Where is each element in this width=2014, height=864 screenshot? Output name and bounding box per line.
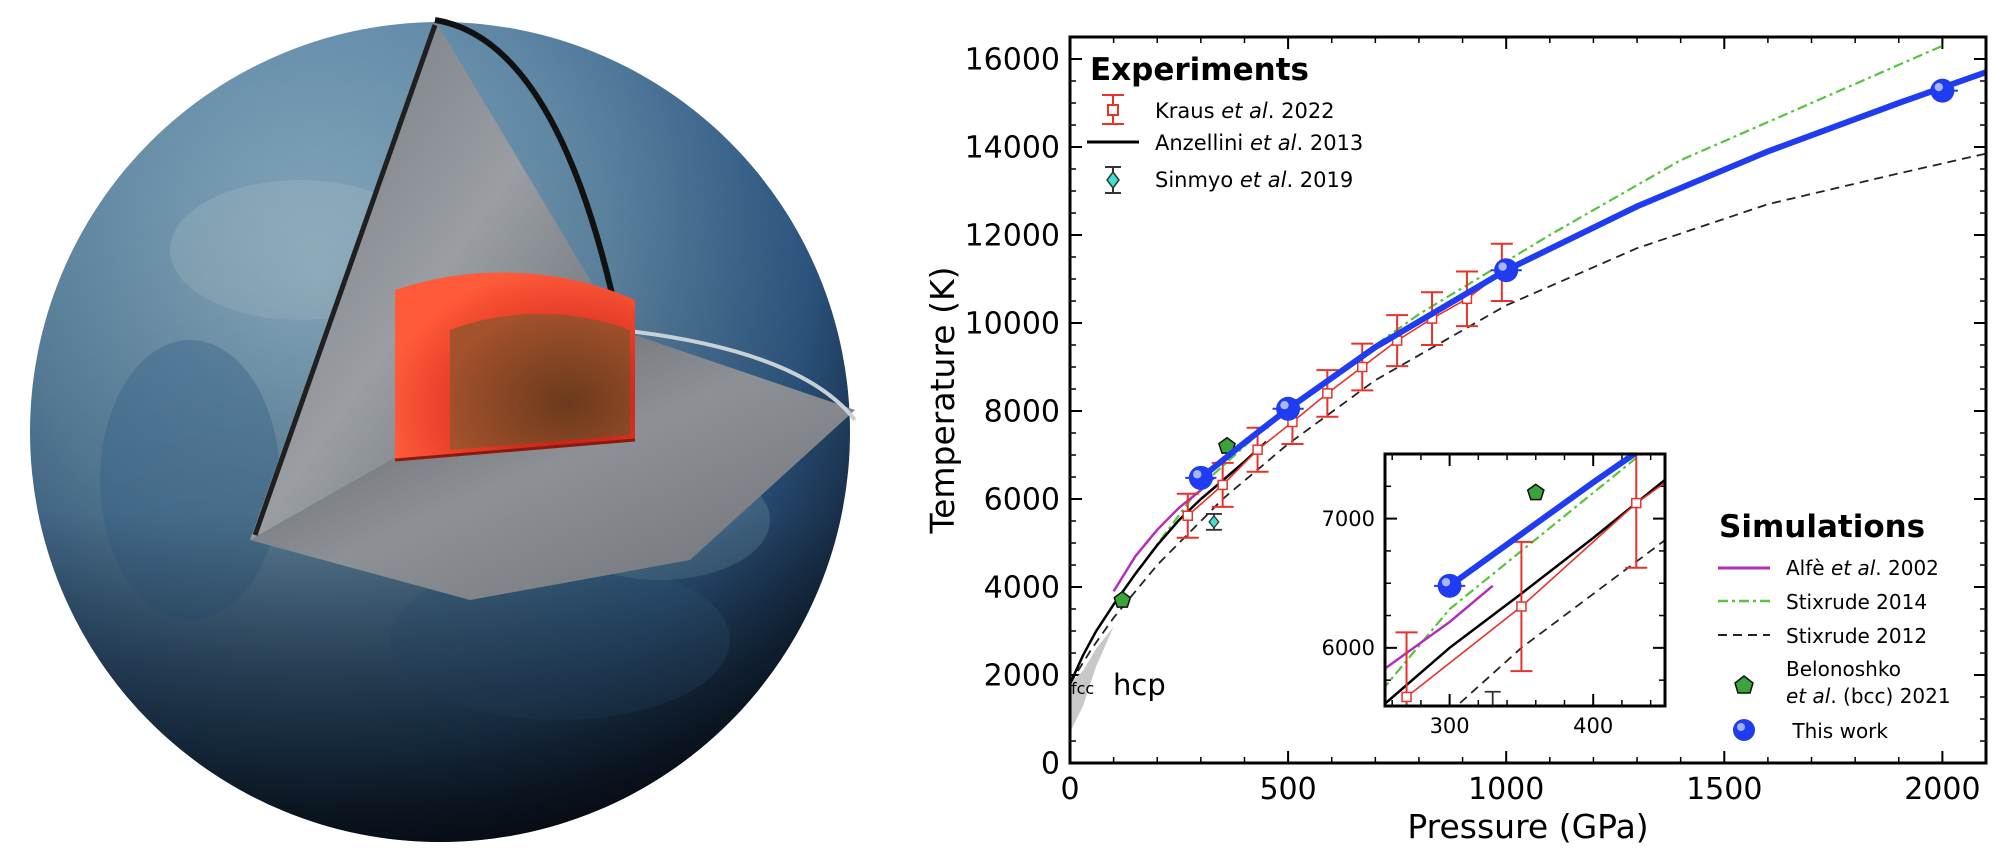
series-line-anzellini-2013 [1385, 478, 1665, 706]
kraus-data-point [1401, 691, 1412, 703]
inset-chart: 300 400 6000 7000 [1322, 333, 1871, 738]
legend-marker-kraus [1102, 94, 1124, 125]
legend-entry-stixrude2014: Stixrude 2014 [1786, 590, 1927, 614]
main-y-tick-label: 16000 [965, 43, 1060, 78]
legend-entry-stixrude2012: Stixrude 2012 [1786, 624, 1927, 648]
kraus-data-point [1217, 479, 1228, 491]
phase-label-hcp: hcp [1113, 668, 1166, 702]
y-axis-label: Temperature (K) [923, 267, 962, 535]
legend-entry-belonoshko-line2: et al. (bcc) 2021 [1786, 684, 1951, 708]
legend-marker-belonoshko [1734, 675, 1754, 694]
inset-x-tick-label: 300 [1430, 714, 1470, 738]
melting-curve-chart: 0 500 1000 1500 2000 0 2000 4000 6000 8000 10000 12… [923, 35, 1988, 846]
series-line-kraus-2022 [1187, 271, 1503, 517]
legend-entry-belonoshko: Belonoshko [1786, 657, 1901, 681]
inset-frame [1383, 452, 1667, 708]
this-work-point-highlight [1498, 262, 1507, 271]
phase-label-fcc: fcc [1071, 679, 1094, 698]
this-work-point-highlight [1729, 375, 1737, 383]
this-work-data-point [1188, 465, 1213, 490]
this-work-data-point [1494, 258, 1519, 283]
kraus-data-point [1182, 510, 1194, 521]
inset-y-tick-label: 6000 [1322, 636, 1375, 660]
inset-x-tick-label: 400 [1573, 714, 1613, 738]
this-work-point-highlight [1280, 401, 1289, 410]
this-work-data-point [1725, 371, 1749, 395]
this-work-point-highlight [1193, 470, 1202, 479]
main-y-tick-label: 4000 [984, 571, 1060, 606]
belonoshko-data-point [1113, 590, 1132, 608]
legend-entry-alfe: Alfè et al. 2002 [1786, 556, 1939, 580]
main-axes: 0 500 1000 1500 2000 0 2000 4000 6000 8000 10000 12… [965, 36, 1987, 807]
inset-axes: 300 400 6000 7000 [1322, 453, 1665, 738]
this-work-data-point [1437, 573, 1462, 598]
kraus-data-point [1356, 361, 1368, 373]
belonoshko-data-point [1526, 483, 1545, 501]
legend-experiments: Experiments Kraus et al. 2022 Anzellini … [1087, 52, 1363, 194]
kraus-data-point [1631, 497, 1642, 509]
x-axis-label: Pressure (GPa) [1407, 807, 1648, 846]
series-line-stixrude-2012 [1070, 152, 1986, 685]
this-work-point-highlight [1934, 82, 1943, 92]
sinmyo-data-point [1488, 709, 1498, 721]
legend-marker-this-work [1733, 719, 1755, 741]
main-y-tick-label: 0 [1041, 747, 1060, 782]
this-work-point-highlight [1441, 578, 1451, 587]
legend-entry-anzellini: Anzellini et al. 2013 [1155, 131, 1363, 155]
series-line-alfe-2002 [1385, 584, 1494, 671]
main-plot-frame [1068, 35, 1988, 765]
kraus-data-point [1862, 333, 1871, 342]
kraus-data-point [1252, 444, 1263, 455]
legend-simulations-title: Simulations [1719, 509, 1925, 545]
this-work-data-point [1276, 396, 1301, 421]
series-line-kraus-2022 [1406, 481, 1665, 698]
legend-marker-sinmyo [1105, 166, 1121, 194]
series-line-stixrude-2014 [1134, 44, 1943, 575]
legend-simulations: Simulations Alfè et al. 2002 Stixrude 20… [1718, 509, 1951, 743]
series-line-stixrude-2014 [1385, 454, 1643, 689]
series-line-anzellini-2013 [1070, 440, 1268, 685]
main-y-tick-label: 8000 [984, 395, 1060, 430]
main-plot-area [1070, 44, 1986, 733]
earth-cutaway-illustration [30, 17, 857, 842]
legend-entry-kraus: Kraus et al. 2022 [1155, 99, 1335, 123]
main-x-tick-label: 0 [1060, 772, 1079, 807]
main-y-tick-label: 6000 [984, 483, 1060, 518]
main-y-tick-label: 12000 [965, 219, 1060, 254]
main-y-tick-label: 2000 [984, 659, 1060, 694]
main-y-tick-label: 14000 [965, 131, 1060, 166]
main-y-tick-label: 10000 [965, 307, 1060, 342]
main-x-tick-label: 2000 [1904, 772, 1980, 807]
inset-y-tick-label: 7000 [1322, 507, 1375, 531]
legend-experiments-title: Experiments [1090, 52, 1309, 88]
sinmyo-data-point [1208, 514, 1220, 529]
legend-entry-sinmyo: Sinmyo et al. 2019 [1155, 168, 1353, 192]
main-x-tick-label: 1500 [1686, 772, 1762, 807]
main-x-tick-label: 1000 [1468, 772, 1544, 807]
kraus-data-point [1516, 601, 1527, 612]
fcc-phase-region [1070, 626, 1114, 733]
kraus-data-point [1747, 417, 1756, 426]
legend-marker-this-work-highlight [1737, 723, 1745, 731]
main-x-tick-label: 500 [1259, 772, 1316, 807]
kraus-data-point [1322, 388, 1333, 399]
legend-entry-this-work: This work [1786, 719, 1888, 743]
this-work-data-point [1930, 78, 1955, 103]
inset-plot-area [1385, 333, 1871, 721]
